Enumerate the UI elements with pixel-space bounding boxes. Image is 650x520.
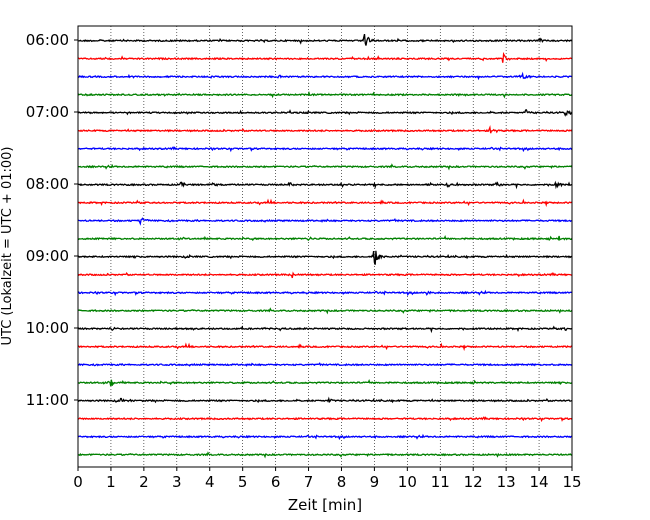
x-tick-label: 6 (271, 473, 281, 491)
trace-0815 (77, 198, 573, 208)
x-tick-label: 9 (370, 473, 380, 491)
trace-0900 (77, 250, 573, 265)
trace-0845 (77, 234, 573, 242)
x-tick-label: 1 (106, 473, 116, 491)
x-tick-label: 10 (398, 473, 417, 491)
x-tick-label: 11 (431, 473, 450, 491)
y-tick-label: 11:00 (26, 391, 69, 409)
trace-1030 (77, 362, 573, 367)
trace-0945 (78, 307, 573, 315)
x-tick-label: 13 (497, 473, 516, 491)
trace-1100 (77, 396, 573, 404)
trace-1045 (77, 378, 573, 387)
x-tick-label: 7 (304, 473, 314, 491)
y-tick-label: 06:00 (26, 31, 69, 49)
y-axis-label: UTC (Lokalzeit = UTC + 01:00) (0, 147, 15, 346)
x-tick-label: 14 (530, 473, 549, 491)
y-tick-label: 09:00 (26, 247, 69, 265)
trace-1000 (77, 325, 573, 334)
trace-0800 (77, 180, 573, 190)
y-tick-label: 07:00 (26, 103, 69, 121)
trace-1015 (77, 342, 572, 352)
x-tick-label: 0 (73, 473, 83, 491)
x-tick-label: 12 (464, 473, 483, 491)
trace-0730 (77, 146, 573, 153)
trace-1145 (77, 451, 573, 459)
trace-1130 (77, 433, 573, 441)
trace-0700 (77, 109, 573, 117)
x-tick-label: 4 (205, 473, 215, 491)
trace-0715 (77, 125, 573, 134)
seismogram-traces (77, 33, 573, 459)
trace-0615 (78, 51, 573, 63)
x-axis-label: Zeit [min] (288, 496, 362, 514)
y-axis-ticks: 06:00 07:00 08:00 09:00 10:00 11:00 (26, 31, 78, 409)
x-tick-label: 3 (172, 473, 182, 491)
trace-0630 (77, 71, 573, 81)
y-tick-label: 08:00 (26, 175, 69, 193)
trace-0600 (78, 33, 573, 46)
x-tick-label: 5 (238, 473, 248, 491)
trace-0745 (77, 163, 573, 171)
trace-0930 (77, 289, 573, 297)
axes-frame (77, 25, 573, 468)
x-axis-ticks: 0 1 2 3 4 5 6 7 8 9 10 11 12 13 14 15 (73, 467, 582, 491)
trace-1115 (77, 416, 573, 423)
trace-0830 (77, 217, 573, 226)
x-tick-label: 15 (562, 473, 581, 491)
trace-0915 (77, 271, 572, 279)
trace-0645 (77, 90, 573, 99)
x-tick-label: 2 (139, 473, 149, 491)
x-tick-label: 8 (337, 473, 347, 491)
y-tick-label: 10:00 (26, 319, 69, 337)
